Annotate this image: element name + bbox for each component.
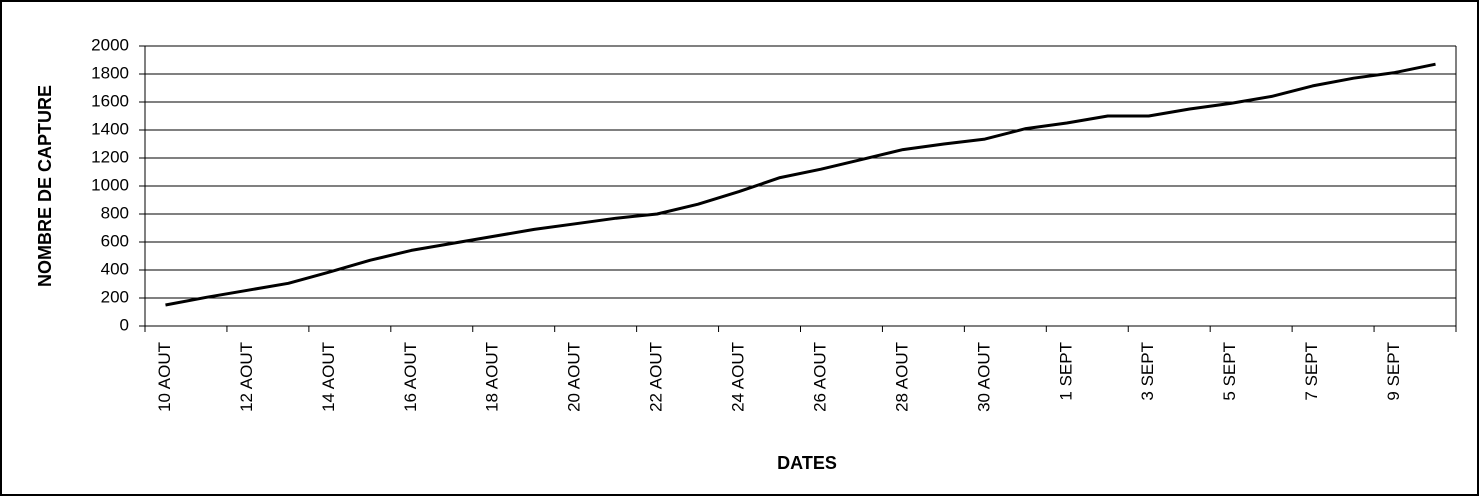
y-axis-title: NOMBRE DE CAPTURE [35, 85, 55, 287]
y-tick-label: 1200 [91, 147, 129, 166]
x-tick-label: 3 SEPT [1138, 342, 1157, 401]
y-tick-label: 1400 [91, 119, 129, 138]
y-tick-label: 400 [101, 259, 129, 278]
y-tick-label: 600 [101, 231, 129, 250]
y-tick-label: 0 [120, 315, 129, 334]
x-tick-label: 20 AOUT [565, 342, 584, 412]
y-tick-label: 800 [101, 203, 129, 222]
y-tick-label: 1000 [91, 175, 129, 194]
x-tick-label: 7 SEPT [1302, 342, 1321, 401]
x-tick-label: 1 SEPT [1056, 342, 1075, 401]
x-tick-label: 26 AOUT [810, 342, 829, 412]
x-axis-title: DATES [777, 453, 837, 473]
y-tick-label: 2000 [91, 35, 129, 54]
data-line [165, 62, 1436, 307]
x-tick-label: 12 AOUT [237, 342, 256, 412]
x-tick-label: 9 SEPT [1384, 342, 1403, 401]
x-tick-label: 18 AOUT [483, 342, 502, 412]
x-tick-label: 28 AOUT [892, 342, 911, 412]
x-tick-label: 14 AOUT [319, 342, 338, 412]
y-tick-label: 200 [101, 287, 129, 306]
x-tick-label: 5 SEPT [1220, 342, 1239, 401]
x-tick-label: 16 AOUT [401, 342, 420, 412]
x-tick-label: 30 AOUT [974, 342, 993, 412]
y-tick-label: 1800 [91, 63, 129, 82]
y-tick-label: 1600 [91, 91, 129, 110]
x-tick-label: 10 AOUT [155, 342, 174, 412]
x-tick-label: 24 AOUT [729, 342, 748, 412]
x-tick-label: 22 AOUT [647, 342, 666, 412]
